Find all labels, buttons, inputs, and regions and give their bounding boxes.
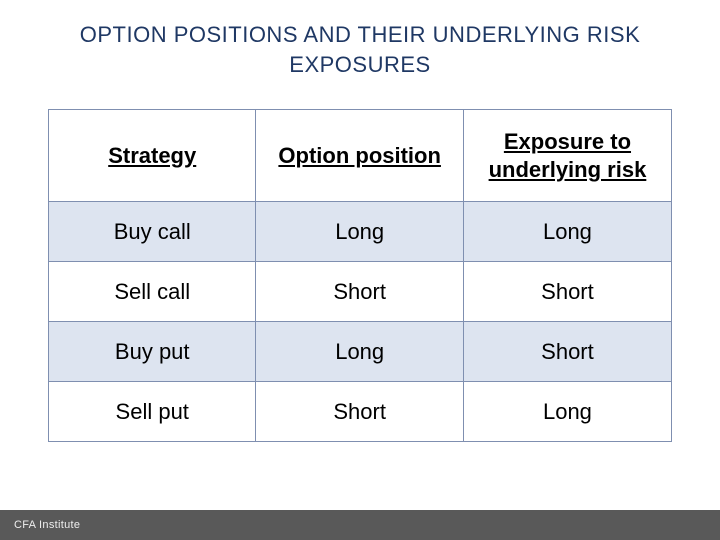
cell-option-position: Long: [256, 202, 463, 262]
cell-strategy: Sell put: [49, 382, 256, 442]
cell-exposure: Short: [463, 322, 671, 382]
cell-strategy: Sell call: [49, 262, 256, 322]
page-title: OPTION POSITIONS AND THEIR UNDERLYING RI…: [0, 0, 720, 89]
footer-brand: CFA Institute: [14, 519, 80, 531]
col-header-exposure: Exposure to underlying risk: [463, 110, 671, 202]
options-table: Strategy Option position Exposure to und…: [48, 109, 672, 442]
cell-strategy: Buy call: [49, 202, 256, 262]
table-container: Strategy Option position Exposure to und…: [0, 89, 720, 442]
table-row: Sell call Short Short: [49, 262, 672, 322]
cell-strategy: Buy put: [49, 322, 256, 382]
cell-exposure: Long: [463, 202, 671, 262]
cell-option-position: Short: [256, 262, 463, 322]
table-row: Buy put Long Short: [49, 322, 672, 382]
cell-exposure: Short: [463, 262, 671, 322]
table-row: Buy call Long Long: [49, 202, 672, 262]
cell-exposure: Long: [463, 382, 671, 442]
table-header-row: Strategy Option position Exposure to und…: [49, 110, 672, 202]
col-header-strategy: Strategy: [49, 110, 256, 202]
cell-option-position: Long: [256, 322, 463, 382]
cell-option-position: Short: [256, 382, 463, 442]
col-header-option-position: Option position: [256, 110, 463, 202]
table-row: Sell put Short Long: [49, 382, 672, 442]
footer-bar: CFA Institute: [0, 510, 720, 540]
